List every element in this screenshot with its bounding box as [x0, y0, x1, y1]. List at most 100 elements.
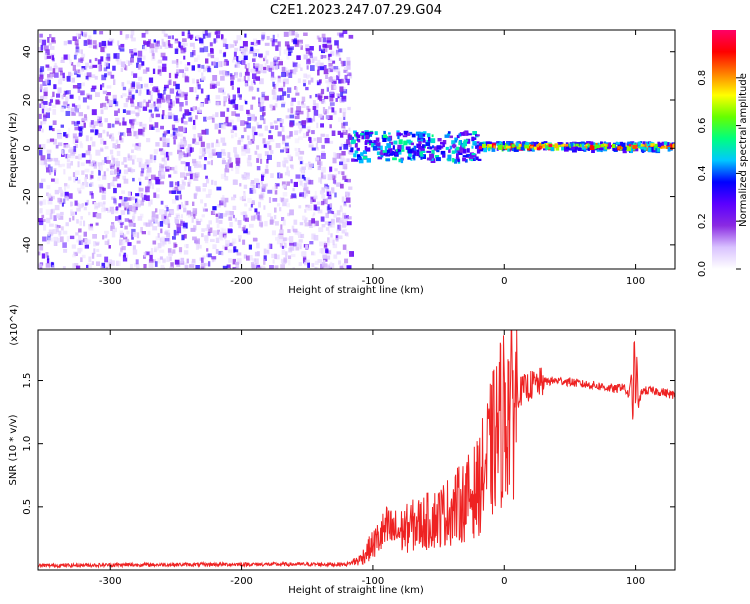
heatmap-cell [434, 155, 440, 159]
heatmap-cell [420, 151, 423, 157]
heatmap-cell [263, 66, 267, 70]
heatmap-cell [248, 207, 252, 211]
heatmap-cell [159, 181, 165, 185]
heatmap-cell [330, 261, 333, 268]
heatmap-cell [199, 148, 205, 154]
heatmap-cell [302, 215, 306, 221]
snr-y-multiplier: (x10^4) [9, 304, 20, 345]
heatmap-cell [62, 242, 67, 248]
heatmap-cell [220, 34, 224, 40]
heatmap-cell [333, 75, 337, 81]
heatmap-cell [324, 241, 327, 245]
heatmap-cell [155, 208, 158, 213]
heatmap-cell [74, 211, 77, 215]
heatmap-cell [112, 176, 118, 182]
heatmap-cell [97, 59, 102, 65]
heatmap-cell [329, 203, 333, 208]
heatmap-cell [398, 139, 403, 145]
heatmap-cell [60, 107, 64, 113]
heatmap-cell [157, 233, 160, 238]
heatmap-cell [428, 137, 431, 142]
heatmap-cell [306, 74, 309, 80]
heatmap-cell [81, 153, 86, 158]
heatmap-cell [127, 131, 132, 137]
heatmap-cell [130, 98, 134, 104]
heatmap-cell [84, 202, 88, 206]
heatmap-cell [326, 37, 332, 43]
heatmap-cell [131, 228, 136, 235]
heatmap-cell [128, 205, 133, 211]
heatmap-cell [318, 37, 322, 42]
heatmap-cell [325, 198, 328, 204]
heatmap-cell [304, 222, 309, 227]
heatmap-cell [430, 138, 436, 144]
heatmap-cell [258, 97, 261, 104]
heatmap-cell [75, 43, 79, 49]
heatmap-cell [167, 248, 172, 253]
heatmap-cell [328, 67, 333, 73]
heatmap-cell [220, 137, 226, 143]
heatmap-cell [143, 40, 147, 45]
heatmap-cell [58, 189, 63, 193]
heatmap-cell [416, 152, 421, 157]
heatmap-cell [371, 143, 375, 148]
heatmap-cell [65, 110, 71, 116]
heatmap-cell [41, 214, 45, 219]
heatmap-cell [246, 172, 249, 177]
heatmap-cell [295, 110, 300, 115]
heatmap-cell [230, 129, 234, 134]
heatmap-cell [78, 49, 83, 54]
heatmap-cell [155, 43, 160, 50]
y-tick-label: 20 [22, 94, 33, 107]
heatmap-cell [199, 38, 204, 44]
heatmap-cell [317, 95, 321, 100]
heatmap-cell [212, 206, 217, 211]
heatmap-cell [286, 44, 290, 51]
heatmap-cell [61, 56, 64, 61]
heatmap-cell [52, 209, 55, 214]
heatmap-cell [216, 186, 222, 191]
heatmap-cell [334, 40, 339, 46]
heatmap-cell [54, 66, 59, 72]
heatmap-cell [216, 34, 220, 39]
heatmap-cell [181, 202, 183, 207]
heatmap-cell [111, 209, 114, 215]
heatmap-cell [320, 99, 326, 105]
heatmap-cell [66, 90, 71, 95]
heatmap-cell [330, 218, 335, 225]
heatmap-cell [239, 196, 244, 201]
heatmap-cell [156, 40, 160, 47]
heatmap-cell [310, 199, 313, 204]
heatmap-cell [111, 196, 116, 200]
heatmap-cell [233, 267, 236, 269]
heatmap-cell [163, 33, 168, 37]
heatmap-cell [222, 43, 227, 47]
heatmap-cell [385, 158, 391, 162]
heatmap-cell [437, 138, 442, 142]
heatmap-cell [179, 118, 182, 122]
heatmap-cell [197, 244, 202, 249]
heatmap-cell [244, 121, 249, 125]
heatmap-cell [168, 251, 173, 256]
heatmap-cell [180, 257, 185, 262]
heatmap-cell [288, 72, 293, 78]
heatmap-cell [112, 94, 117, 101]
heatmap-cell [253, 81, 256, 85]
heatmap-cell [129, 49, 134, 54]
heatmap-cell [462, 155, 468, 158]
heatmap-cell [600, 144, 604, 147]
heatmap-cell [91, 252, 95, 259]
heatmap-cell [99, 31, 104, 35]
heatmap-cell [136, 240, 141, 244]
heatmap-cell [150, 95, 153, 101]
heatmap-cell [158, 148, 164, 152]
heatmap-cell [317, 201, 321, 205]
heatmap-cell [269, 150, 274, 154]
heatmap-cell [91, 85, 97, 90]
heatmap-cell [38, 113, 42, 119]
heatmap-cell [257, 124, 262, 129]
heatmap-cell [120, 68, 123, 72]
heatmap-cell [74, 200, 78, 206]
heatmap-cell [208, 261, 211, 267]
